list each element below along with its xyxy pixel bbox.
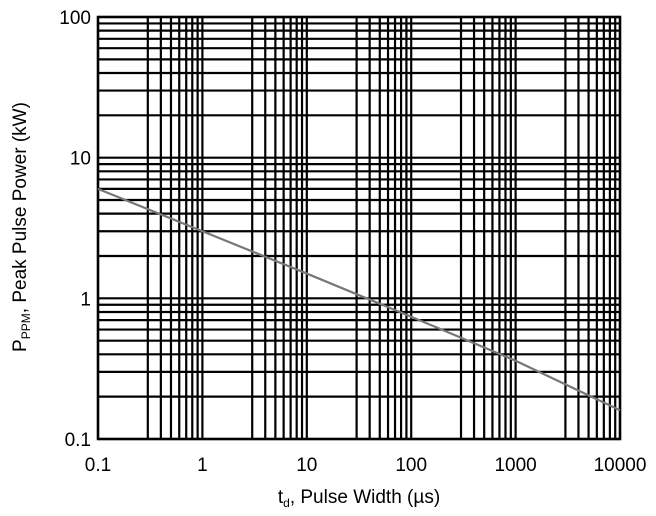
x-tick-label: 1000 (494, 455, 536, 476)
x-axis-title-sub: d (283, 496, 290, 510)
series-group (97, 187, 621, 412)
x-tick-labels: 0.1 1 10 100 1000 10000 (85, 455, 647, 476)
y-tick-label: 1 (80, 289, 91, 310)
x-tick-label: 10 (296, 455, 317, 476)
y-axis-title-rest: , Peak Pulse Power (kW) (10, 102, 31, 313)
plot-frame (96, 15, 622, 441)
y-axis-title: PPPM, Peak Pulse Power (kW) (10, 102, 33, 352)
y-axis-title-sub: PPM (19, 313, 33, 339)
x-axis-title-main: t (278, 487, 284, 508)
x-tick-label: 10000 (594, 455, 647, 476)
y-axis-title-main: P (10, 339, 31, 352)
grid (96, 15, 622, 441)
y-tick-labels: 0.1 1 10 100 (59, 8, 91, 451)
x-tick-label: 1 (197, 455, 208, 476)
x-axis-title-rest: , Pulse Width (µs) (290, 487, 440, 508)
series-line (97, 187, 621, 412)
y-tick-label: 10 (70, 149, 91, 170)
x-tick-label: 100 (395, 455, 427, 476)
x-tick-label: 0.1 (85, 455, 111, 476)
y-tick-label: 100 (59, 8, 91, 29)
x-axis-title: td, Pulse Width (µs) (278, 487, 440, 510)
y-tick-label: 0.1 (65, 430, 91, 451)
